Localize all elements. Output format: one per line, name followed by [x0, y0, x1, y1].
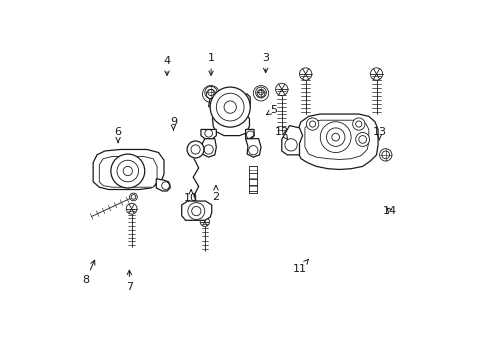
Polygon shape: [281, 126, 302, 155]
Text: 1: 1: [207, 53, 214, 75]
Circle shape: [204, 86, 217, 99]
Text: 13: 13: [372, 127, 386, 140]
Text: 12: 12: [274, 127, 288, 140]
Polygon shape: [305, 120, 368, 159]
Circle shape: [379, 149, 391, 161]
Circle shape: [306, 118, 318, 130]
Text: 2: 2: [212, 186, 219, 202]
Polygon shape: [156, 179, 170, 191]
Text: 11: 11: [292, 259, 308, 274]
Circle shape: [352, 118, 364, 130]
Polygon shape: [245, 139, 261, 157]
Text: 7: 7: [125, 270, 133, 292]
Polygon shape: [182, 201, 211, 220]
Polygon shape: [99, 156, 157, 187]
Text: 14: 14: [382, 206, 396, 216]
Polygon shape: [201, 130, 216, 139]
Polygon shape: [297, 114, 377, 170]
Text: 10: 10: [184, 190, 198, 203]
Polygon shape: [208, 94, 225, 109]
Circle shape: [225, 88, 234, 97]
Circle shape: [111, 154, 144, 188]
Text: 4: 4: [163, 56, 170, 75]
Text: 5: 5: [266, 105, 277, 115]
Polygon shape: [93, 149, 163, 189]
Polygon shape: [234, 94, 250, 109]
Circle shape: [355, 132, 369, 147]
Polygon shape: [245, 130, 254, 139]
Circle shape: [210, 87, 250, 127]
Text: 8: 8: [82, 260, 95, 285]
Text: 3: 3: [262, 53, 268, 73]
Polygon shape: [212, 114, 249, 136]
Text: 6: 6: [114, 127, 122, 143]
Circle shape: [253, 86, 268, 101]
Text: 9: 9: [169, 117, 177, 130]
Polygon shape: [201, 139, 216, 157]
Circle shape: [187, 141, 203, 158]
Circle shape: [255, 87, 266, 98]
Circle shape: [129, 193, 137, 201]
Circle shape: [202, 86, 219, 103]
